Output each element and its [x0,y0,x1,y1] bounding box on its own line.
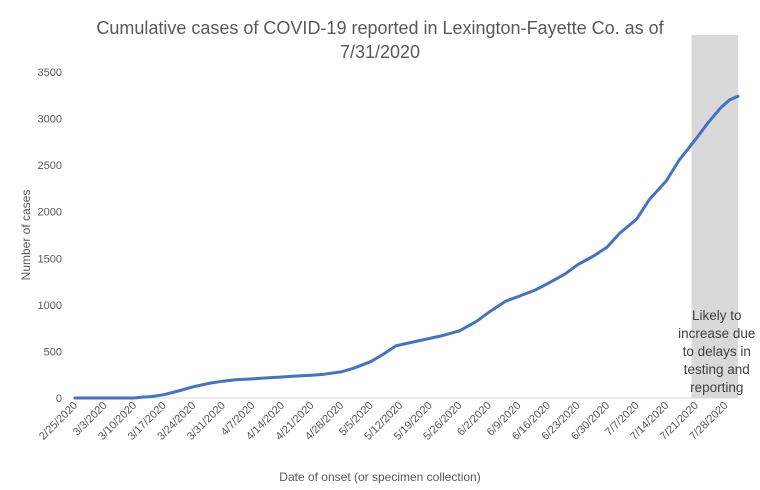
x-tick-label: 2/25/2020 [37,400,80,443]
chart-title-line-1: Cumulative cases of COVID-19 reported in… [96,18,664,38]
y-tick-label: 2500 [38,160,62,172]
y-tick-label: 1000 [38,300,62,312]
y-tick-label: 3500 [38,67,62,79]
shaded-region [691,35,738,398]
y-tick-label: 0 [56,393,62,405]
y-tick-label: 500 [44,346,62,358]
y-tick-label: 1500 [38,253,62,265]
series-line [73,94,740,400]
shaded-annotation: Likely to increase due to delays in testing… [678,308,755,395]
x-axis-label: Date of onset (or specimen collection) [279,470,480,484]
annotation-line: increase due [678,326,755,341]
x-axis-ticks: 2/25/20203/3/20203/10/20203/17/20203/24/… [37,400,730,443]
y-tick-label: 2000 [38,207,62,219]
annotation-line: to delays in [683,344,751,359]
annotation-line: testing and [684,362,750,377]
y-axis-label: Number of cases [19,190,33,281]
y-tick-label: 3000 [38,114,62,126]
annotation-line: Likely to [692,308,742,323]
y-axis-ticks: 0 500 1000 1500 2000 2500 3000 3500 [38,67,62,405]
annotation-line: reporting [690,380,743,395]
chart-title-line-2: 7/31/2020 [339,42,421,62]
